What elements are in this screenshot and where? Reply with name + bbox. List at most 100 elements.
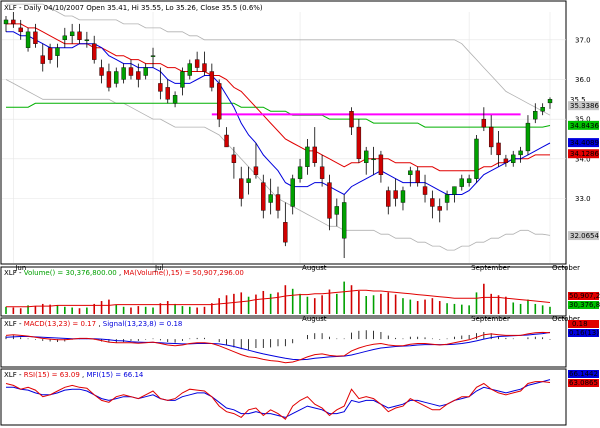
candle-body	[400, 190, 406, 203]
candle-body	[143, 67, 148, 76]
ma-fast-tag: 35.3386	[570, 102, 599, 110]
candle-body	[415, 170, 420, 183]
volume-ma-line	[6, 289, 551, 308]
close-tag-bg	[568, 94, 599, 104]
close-tag: 35.5	[570, 96, 586, 104]
slow-ma-line	[6, 23, 550, 172]
candle-body	[378, 154, 384, 175]
macd-signal-label: Signal(13,23,8) = 0.18	[103, 320, 183, 328]
candle-body	[305, 146, 310, 167]
macd-header: XLF - MACD(13,23) = 0.17 , Signal(13,23,…	[4, 320, 182, 328]
volume-ma-tag-bg	[568, 292, 599, 300]
candle-body	[283, 222, 288, 243]
candle-body	[422, 186, 428, 195]
candle-body	[540, 107, 545, 112]
candle-body	[3, 19, 9, 25]
macd-signal-tag: 0.16(13)	[569, 329, 599, 337]
candle-body	[437, 206, 442, 211]
macd-tag: 0.18	[572, 320, 588, 328]
price-tick-label: 35.0	[575, 116, 591, 124]
candle-body	[209, 71, 215, 88]
candle-body	[187, 63, 192, 76]
candle-body	[312, 146, 317, 163]
candle-body	[136, 71, 141, 80]
candle-body	[231, 154, 237, 163]
candle-body	[297, 166, 303, 179]
price-tick-label: 33.0	[575, 195, 591, 203]
rsi-line	[5, 381, 551, 420]
macd-tag-bg	[568, 320, 599, 328]
volume-tag-bg	[568, 301, 599, 309]
candle-body	[62, 35, 68, 40]
macd-signal-tag-bg	[568, 329, 599, 337]
rsi-panel-frame	[0, 368, 567, 426]
candle-body	[393, 190, 398, 199]
candle-body	[246, 178, 251, 183]
candle-body	[106, 71, 112, 88]
macd-line	[5, 331, 551, 364]
ma-long-tag: 34.8436	[570, 122, 599, 130]
fast-ma-line	[6, 31, 551, 196]
candle-body	[33, 31, 38, 44]
rsi-tag-bg	[568, 379, 599, 387]
band-lower-tag: 32.0654	[570, 232, 599, 240]
candle-body	[172, 95, 178, 104]
candle-body	[55, 47, 60, 56]
rsi-header: XLF - RSI(15) = 63.09 , MFI(15) = 66.14	[4, 371, 144, 379]
mfi-tag-bg	[568, 370, 599, 378]
candle-body	[69, 31, 75, 37]
candle-body	[253, 166, 259, 175]
candle-body	[518, 150, 523, 156]
mfi-tag: 66.1442	[569, 370, 598, 378]
volume-panel-frame	[0, 266, 567, 317]
candle-body	[547, 99, 553, 104]
candle-body	[503, 158, 509, 163]
ma-slow-tag-bg	[568, 149, 599, 159]
macd-label: MACD(13,23) = 0.17	[24, 320, 96, 328]
candle-body	[430, 198, 435, 207]
month-label: Jul	[154, 264, 164, 272]
ma-mid-tag: 34.4089	[570, 139, 599, 147]
candle-body	[356, 126, 362, 160]
candle-body	[194, 59, 200, 68]
month-label: October	[552, 264, 580, 272]
candle-body	[290, 178, 295, 207]
candle-body	[341, 202, 347, 239]
candle-body	[525, 122, 531, 152]
rsi-symbol: XLF -	[4, 371, 24, 379]
price-header: XLF - Daily 04/10/2007 Open 35.41, Hi 35…	[4, 4, 263, 12]
ma-fast-tag-bg	[568, 101, 599, 111]
candle-body	[121, 67, 126, 80]
candle-body	[150, 55, 156, 57]
macd-month-label: October	[552, 315, 580, 323]
candle-body	[496, 142, 501, 156]
candle-body	[386, 190, 391, 207]
candle-body	[92, 43, 97, 60]
candle-body	[488, 126, 494, 148]
candle-body	[474, 138, 479, 179]
month-label: Jun	[14, 264, 26, 272]
candle-body	[349, 111, 354, 128]
month-label: August	[302, 264, 327, 272]
candle-body	[18, 27, 23, 33]
macd-panel-frame	[0, 317, 567, 368]
candle-body	[261, 182, 266, 211]
candle-body	[40, 55, 45, 64]
candle-body	[77, 31, 82, 40]
macd-month-label: August	[302, 315, 327, 323]
macd-signal-line	[5, 331, 551, 361]
candle-body	[408, 170, 413, 175]
volume-ma-label: MA(Volume(),15) = 50,907,296.00	[123, 269, 243, 277]
long-ma-line	[6, 102, 551, 128]
volume-symbol: XLF -	[4, 269, 24, 277]
ma-mid-tag-bg	[568, 138, 599, 148]
candle-body	[364, 150, 369, 163]
candle-body	[371, 158, 376, 161]
candle-body	[84, 39, 90, 41]
macd-month-label: September	[471, 315, 510, 323]
candle-body	[11, 19, 16, 25]
candle-body	[47, 47, 53, 60]
candle-body	[511, 154, 516, 163]
